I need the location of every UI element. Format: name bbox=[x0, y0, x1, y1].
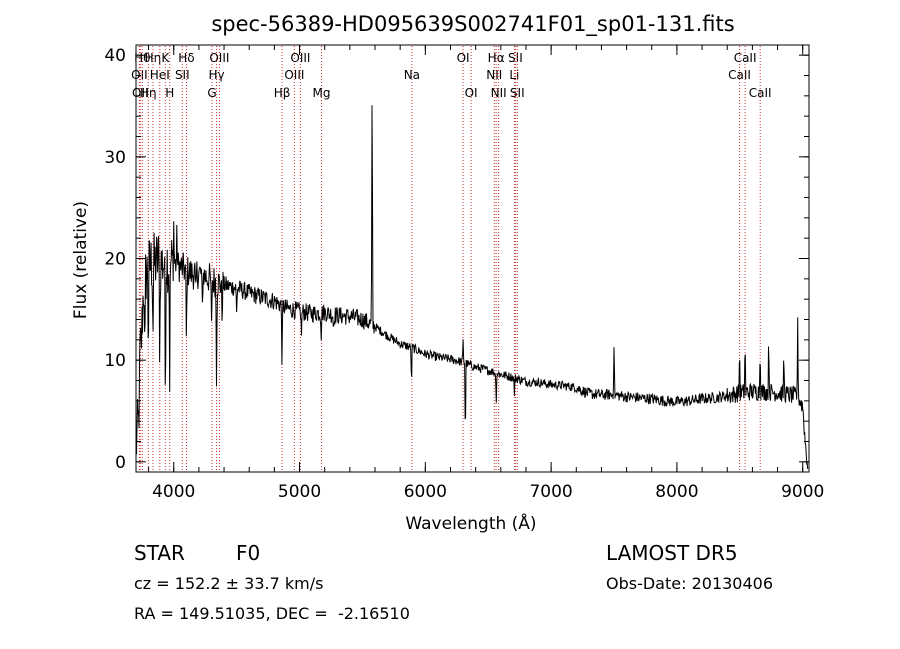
x-tick-label: 6000 bbox=[404, 482, 447, 502]
y-tick-label: 40 bbox=[104, 46, 126, 66]
line-marker-label-22: NII bbox=[491, 86, 507, 100]
x-tick-label: 4000 bbox=[152, 482, 195, 502]
y-tick-label: 10 bbox=[104, 351, 126, 371]
line-marker-label-25: SII bbox=[510, 86, 525, 100]
line-marker-label-2: Hθ bbox=[134, 51, 150, 65]
line-marker-label-28: CaII bbox=[749, 86, 772, 100]
line-marker-label-16: Mg bbox=[313, 86, 331, 100]
line-marker-label-24: SII bbox=[508, 51, 523, 65]
line-marker-label-27: CaII bbox=[734, 51, 757, 65]
line-marker-label-10: G bbox=[207, 86, 216, 100]
plot-frame bbox=[135, 44, 810, 473]
line-marker-label-6: K bbox=[161, 51, 170, 65]
x-tick-label: 9000 bbox=[781, 482, 824, 502]
y-tick-label: 20 bbox=[104, 250, 126, 270]
line-marker-label-12: OIII bbox=[209, 51, 229, 65]
spectrum-line bbox=[135, 105, 809, 469]
x-tick-label: 7000 bbox=[529, 482, 572, 502]
line-marker-label-26: CaII bbox=[728, 68, 751, 82]
line-marker-label-3: Hη bbox=[140, 86, 157, 100]
x-tick-label: 8000 bbox=[655, 482, 698, 502]
line-marker-label-19: OI bbox=[465, 86, 478, 100]
y-tick-label: 30 bbox=[104, 148, 126, 168]
x-axis-label: Wavelength (Å) bbox=[405, 512, 536, 534]
object-class: STAR bbox=[134, 541, 185, 565]
y-tick-label: 0 bbox=[115, 453, 126, 473]
line-marker-label-8: SII bbox=[175, 68, 190, 82]
line-marker-label-11: Hγ bbox=[208, 68, 224, 82]
observation-date: Obs-Date: 20130406 bbox=[606, 574, 774, 593]
x-tick-label: 5000 bbox=[278, 482, 321, 502]
line-marker-label-18: OI bbox=[457, 51, 470, 65]
line-marker-label-20: NII bbox=[486, 68, 502, 82]
line-marker-label-7: H bbox=[165, 86, 174, 100]
line-marker-label-21: Hα bbox=[488, 51, 505, 65]
line-marker-label-23: Li bbox=[509, 68, 519, 82]
line-marker-label-15: OIII bbox=[290, 51, 310, 65]
line-marker-label-13: Hβ bbox=[274, 86, 291, 100]
spectral-line-markers: OIIOIIHθHηHηHeIKHSIIHδGHγOIIIHβOIIIOIIIM… bbox=[131, 46, 772, 471]
survey-name: LAMOST DR5 bbox=[606, 541, 738, 565]
line-marker-label-4: Hη bbox=[145, 51, 162, 65]
line-marker-label-9: Hδ bbox=[178, 51, 194, 65]
redshift-velocity: cz = 152.2 ± 33.7 km/s bbox=[134, 574, 324, 593]
line-marker-label-17: Na bbox=[404, 68, 420, 82]
plot-axes: 4000 5000 6000 7000 8000 9000 0 10 20 30 40 bbox=[104, 44, 824, 502]
chart-title: spec-56389-HD095639S002741F01_sp01-131.f… bbox=[211, 12, 734, 37]
line-marker-label-5: HeI bbox=[150, 68, 170, 82]
object-subclass: F0 bbox=[236, 541, 261, 565]
y-axis-label: Flux (relative) bbox=[71, 201, 91, 319]
line-marker-label-14: OIII bbox=[284, 68, 304, 82]
coordinates: RA = 149.51035, DEC = -2.16510 bbox=[134, 604, 410, 623]
